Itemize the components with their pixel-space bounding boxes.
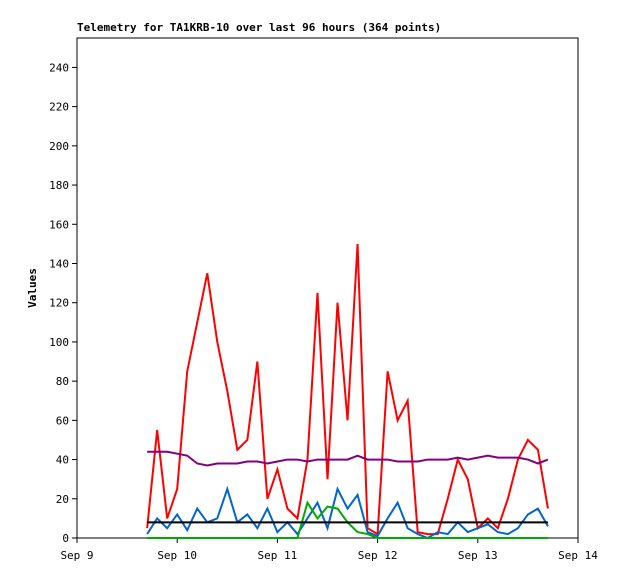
y-tick-label: 180 <box>49 179 69 192</box>
y-tick-label: 0 <box>62 532 69 545</box>
y-tick-label: 40 <box>56 454 69 467</box>
y-tick-label: 220 <box>49 101 69 114</box>
series-line <box>146 243 549 536</box>
y-tick-label: 120 <box>49 297 69 310</box>
y-tick-label: 80 <box>56 375 69 388</box>
y-tick-label: 160 <box>49 218 69 231</box>
y-tick-label: 60 <box>56 414 69 427</box>
y-tick-label: 240 <box>49 61 69 74</box>
series-line <box>146 485 549 540</box>
x-tick-label: Sep 11 <box>258 549 298 562</box>
y-tick-label: 100 <box>49 336 69 349</box>
x-tick-label: Sep 13 <box>458 549 498 562</box>
y-tick-label: 200 <box>49 140 69 153</box>
y-tick-label: 20 <box>56 493 69 506</box>
x-tick-label: Sep 10 <box>157 549 197 562</box>
series-line <box>147 450 549 467</box>
chart-title: Telemetry for TA1KRB-10 over last 96 hou… <box>77 21 441 34</box>
y-tick-label: 140 <box>49 257 69 270</box>
x-tick-label: Sep 12 <box>358 549 398 562</box>
x-tick-label: Sep 14 <box>558 549 598 562</box>
x-tick-label: Sep 9 <box>60 549 93 562</box>
plot-frame <box>76 37 579 539</box>
y-axis-label: Values <box>26 268 39 308</box>
